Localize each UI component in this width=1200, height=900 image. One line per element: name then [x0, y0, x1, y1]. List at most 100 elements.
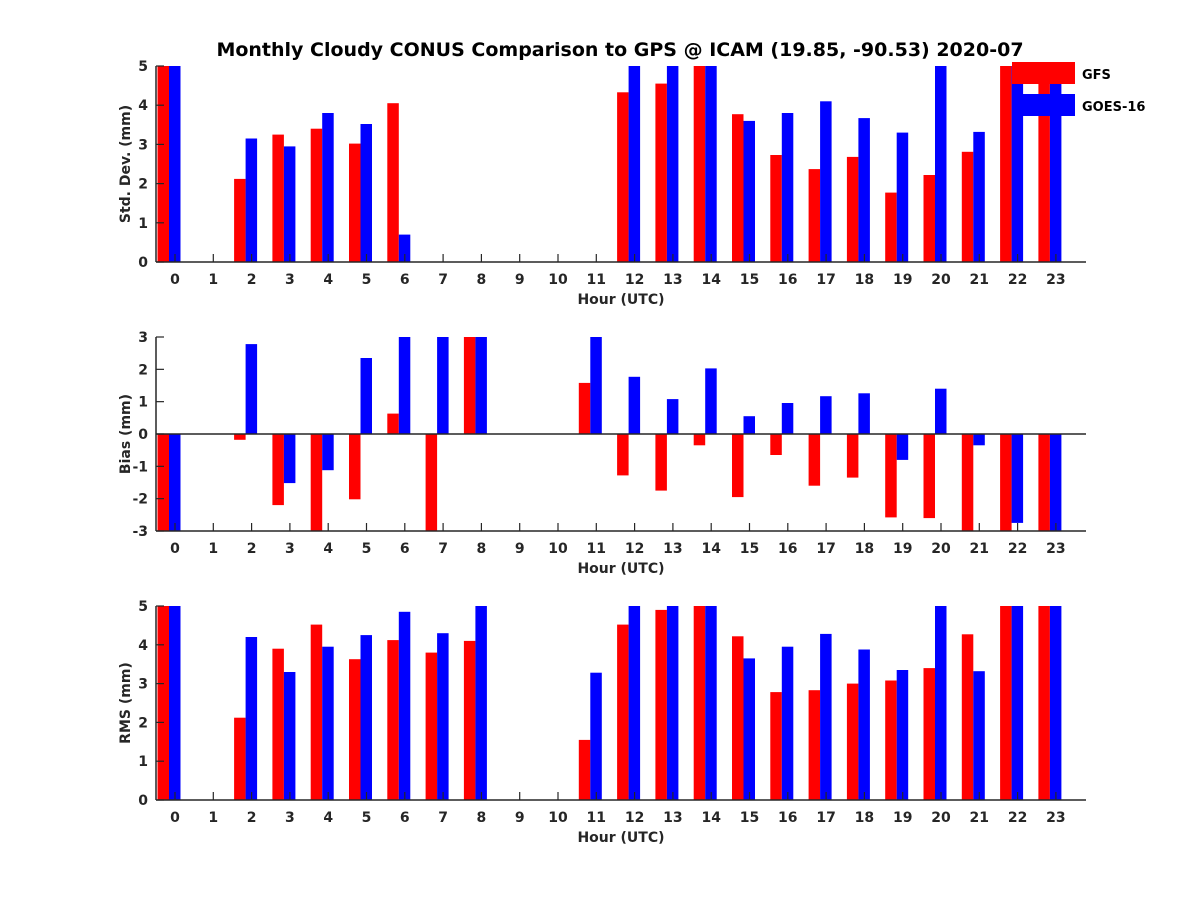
bar-goes-16-12 [628, 606, 641, 800]
bar-goes-16-16 [781, 646, 794, 800]
bar-goes-16-21 [973, 671, 985, 800]
bar-gfs-4 [310, 128, 323, 262]
x-tick-label: 7 [438, 541, 448, 557]
x-tick-label: 4 [323, 272, 333, 288]
bar-gfs-17 [808, 690, 821, 800]
x-tick-label: 3 [285, 810, 295, 826]
bar-gfs-12 [617, 624, 629, 800]
x-tick-label: 17 [816, 272, 835, 288]
bar-gfs-11 [578, 739, 591, 800]
bar-gfs-12 [617, 434, 629, 476]
bar-gfs-23 [1038, 434, 1050, 531]
bar-gfs-19 [885, 192, 897, 262]
x-tick-label: 8 [477, 541, 487, 557]
y-tick-label: 4 [138, 638, 148, 654]
bar-gfs-16 [770, 434, 782, 455]
bar-goes-16-4 [322, 434, 334, 471]
bar-goes-16-5 [360, 635, 372, 800]
x-tick-label: 2 [247, 541, 257, 557]
bar-goes-16-20 [935, 388, 947, 434]
x-tick-label: 1 [208, 541, 218, 557]
bar-gfs-2 [234, 717, 246, 800]
x-tick-label: 9 [515, 810, 525, 826]
bar-gfs-0 [157, 606, 169, 800]
bar-gfs-20 [923, 434, 935, 519]
y-tick-label: 5 [138, 599, 148, 615]
x-tick-label: 23 [1046, 541, 1065, 557]
y-tick-label: 5 [138, 59, 148, 75]
x-tick-label: 22 [1008, 272, 1027, 288]
bar-gfs-19 [885, 680, 897, 800]
x-tick-label: 0 [170, 541, 180, 557]
y-tick-label: 3 [138, 330, 148, 346]
bar-goes-16-11 [590, 672, 602, 800]
y-tick-label: 1 [138, 395, 148, 411]
x-tick-label: 11 [587, 272, 606, 288]
legend-swatch-goes-16 [1012, 94, 1075, 116]
x-tick-label: 15 [740, 541, 759, 557]
x-tick-label: 14 [701, 541, 721, 557]
x-tick-label: 15 [740, 272, 759, 288]
x-tick-label: 6 [400, 541, 410, 557]
bar-goes-16-22 [1011, 66, 1024, 262]
bar-goes-16-16 [781, 113, 794, 262]
x-tick-label: 19 [893, 272, 912, 288]
bar-goes-16-12 [628, 376, 641, 434]
bar-goes-16-17 [820, 396, 832, 434]
x-tick-label: 0 [170, 810, 180, 826]
bar-goes-16-0 [169, 606, 181, 800]
bar-goes-16-17 [820, 633, 832, 800]
legend: GFS GOES-16 [1012, 62, 1145, 116]
y-tick-label: 2 [138, 177, 148, 193]
y-tick-label: 0 [138, 255, 148, 271]
bar-gfs-6 [387, 103, 399, 262]
bar-goes-16-23 [1049, 66, 1062, 262]
bar-goes-16-7 [437, 337, 449, 434]
x-tick-label: 11 [587, 810, 606, 826]
x-tick-label: 12 [625, 541, 644, 557]
x-tick-label: 3 [285, 272, 295, 288]
y-tick-label: 1 [138, 216, 148, 232]
bar-gfs-15 [732, 636, 744, 800]
bar-gfs-17 [808, 169, 821, 262]
y-axis-label: Bias (mm) [118, 394, 134, 474]
bar-goes-16-14 [705, 66, 717, 262]
x-tick-label: 21 [970, 541, 989, 557]
bar-gfs-21 [961, 151, 974, 262]
bar-gfs-11 [578, 382, 591, 434]
bar-gfs-22 [1000, 434, 1012, 531]
x-tick-label: 0 [170, 272, 180, 288]
bar-goes-16-6 [398, 337, 411, 434]
bar-goes-16-19 [896, 434, 909, 460]
x-tick-label: 13 [663, 272, 682, 288]
bar-goes-16-14 [705, 368, 717, 434]
bar-gfs-13 [655, 434, 667, 491]
bar-goes-16-18 [858, 649, 870, 800]
bar-goes-16-3 [283, 434, 296, 484]
x-tick-label: 9 [515, 272, 525, 288]
x-tick-label: 4 [323, 541, 333, 557]
x-tick-label: 10 [548, 810, 568, 826]
bar-goes-16-2 [245, 138, 258, 262]
bar-goes-16-2 [245, 637, 258, 800]
x-tick-label: 23 [1046, 810, 1065, 826]
bar-gfs-22 [1000, 66, 1012, 262]
bar-goes-16-23 [1049, 434, 1062, 531]
x-tick-label: 22 [1008, 810, 1027, 826]
x-tick-label: 12 [625, 272, 644, 288]
bar-gfs-8 [463, 640, 476, 800]
bar-gfs-23 [1038, 606, 1050, 800]
bar-goes-16-3 [283, 146, 296, 262]
x-tick-label: 3 [285, 541, 295, 557]
bar-goes-16-2 [245, 344, 258, 434]
bar-gfs-18 [846, 156, 859, 262]
x-tick-label: 11 [587, 541, 606, 557]
x-tick-label: 23 [1046, 272, 1065, 288]
bar-goes-16-20 [935, 606, 947, 800]
bar-goes-16-8 [475, 606, 487, 800]
bar-goes-16-5 [360, 124, 372, 262]
bar-gfs-14 [693, 606, 706, 800]
bar-gfs-12 [617, 92, 629, 262]
